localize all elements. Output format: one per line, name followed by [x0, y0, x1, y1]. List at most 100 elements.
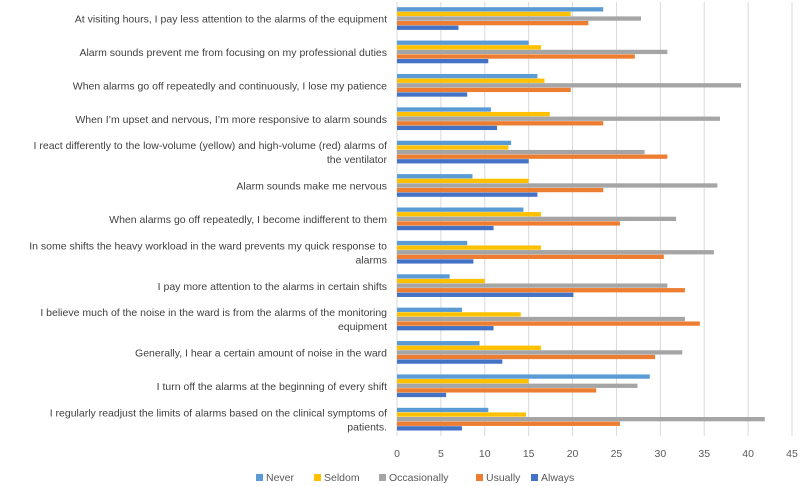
- bar-always: [397, 292, 574, 297]
- legend-swatch-seldom: [314, 474, 321, 481]
- bar-seldom: [397, 278, 485, 284]
- bar-never: [397, 140, 512, 146]
- bar-never: [397, 374, 650, 379]
- bar-seldom: [397, 78, 545, 83]
- bar-occasionally: [397, 16, 642, 21]
- x-tick-label: 0: [394, 448, 400, 460]
- bar-seldom: [397, 145, 509, 150]
- category-label: Alarm sounds make me nervous: [236, 181, 387, 193]
- x-tick-label: 25: [611, 448, 623, 460]
- bar-always: [397, 225, 494, 231]
- bar-occasionally: [397, 350, 683, 355]
- legend-swatch-usually: [476, 474, 483, 481]
- category-label: patients.: [347, 421, 387, 433]
- bar-occasionally: [397, 417, 765, 422]
- x-tick-label: 10: [479, 448, 491, 460]
- category-label: At visiting hours, I pay less attention …: [75, 14, 387, 26]
- bar-seldom: [397, 178, 529, 184]
- bar-usually: [397, 421, 620, 426]
- legend-label-never: Never: [266, 472, 295, 484]
- bar-never: [397, 341, 480, 346]
- bar-seldom: [397, 312, 521, 317]
- bar-always: [397, 426, 462, 431]
- bar-always: [397, 392, 447, 398]
- bar-never: [397, 174, 473, 179]
- bar-occasionally: [397, 283, 668, 288]
- bar-seldom: [397, 245, 541, 250]
- bar-usually: [397, 87, 571, 93]
- bar-never: [397, 107, 491, 112]
- bar-usually: [397, 187, 604, 193]
- legend-swatch-never: [256, 474, 263, 481]
- category-label: I regularly readjust the limits of alarm…: [50, 407, 387, 419]
- bar-occasionally: [397, 250, 714, 255]
- bar-always: [397, 58, 489, 64]
- bar-always: [397, 25, 459, 30]
- x-tick-label: 20: [567, 448, 579, 460]
- bar-usually: [397, 20, 589, 26]
- bar-always: [397, 259, 474, 264]
- category-label: Alarm sounds prevent me from focusing on…: [79, 47, 387, 59]
- bar-occasionally: [397, 183, 718, 188]
- category-label: equipment: [338, 321, 387, 333]
- legend-label-always: Always: [541, 472, 574, 484]
- bar-never: [397, 274, 450, 279]
- bar-never: [397, 73, 538, 79]
- category-label: alarms: [355, 254, 387, 266]
- bar-occasionally: [397, 383, 638, 388]
- bar-always: [397, 159, 529, 164]
- category-label: I react differently to the low-volume (y…: [34, 140, 388, 152]
- bar-never: [397, 207, 524, 212]
- bar-seldom: [397, 111, 550, 117]
- bar-always: [397, 192, 538, 197]
- legend-label-seldom: Seldom: [324, 472, 360, 484]
- legend-swatch-occasionally: [379, 474, 386, 481]
- bar-usually: [397, 254, 664, 259]
- bar-usually: [397, 121, 604, 126]
- category-labels: At visiting hours, I pay less attention …: [29, 14, 387, 434]
- bar-seldom: [397, 212, 541, 217]
- bar-never: [397, 407, 489, 413]
- bar-usually: [397, 54, 635, 59]
- x-tick-label: 5: [438, 448, 444, 460]
- bar-occasionally: [397, 216, 677, 221]
- category-label: I pay more attention to the alarms in ce…: [158, 281, 387, 293]
- category-label: I turn off the alarms at the beginning o…: [157, 381, 387, 393]
- legend-label-occasionally: Occasionally: [389, 472, 449, 484]
- bar-occasionally: [397, 83, 742, 88]
- bar-usually: [397, 388, 597, 393]
- bar-usually: [397, 154, 668, 159]
- category-label: In some shifts the heavy workload in the…: [29, 240, 387, 252]
- legend-swatch-always: [531, 474, 538, 481]
- bar-occasionally: [397, 116, 721, 121]
- bar-never: [397, 40, 529, 45]
- x-tick-label: 45: [786, 448, 798, 460]
- x-tick-label: 40: [742, 448, 754, 460]
- category-label: the ventilator: [327, 154, 388, 166]
- category-label: I believe much of the noise in the ward …: [40, 307, 387, 319]
- x-tick-label: 35: [698, 448, 710, 460]
- bar-always: [397, 125, 498, 131]
- x-axis-ticks: 0 5 10 15 20 25 30 35 40 45: [394, 448, 798, 460]
- bar-occasionally: [397, 149, 645, 155]
- bar-seldom: [397, 345, 541, 350]
- bars: [397, 7, 765, 431]
- legend-label-usually: Usually: [486, 472, 521, 484]
- bar-usually: [397, 321, 700, 326]
- bar-always: [397, 326, 494, 331]
- bar-seldom: [397, 379, 529, 384]
- bar-usually: [397, 288, 685, 293]
- bar-always: [397, 359, 503, 364]
- bar-usually: [397, 354, 656, 360]
- bar-seldom: [397, 412, 527, 417]
- bar-never: [397, 307, 462, 312]
- legend: Never Seldom Occasionally Usually Always: [256, 472, 574, 484]
- bar-usually: [397, 221, 620, 226]
- bar-never: [397, 7, 604, 12]
- x-tick-label: 30: [654, 448, 666, 460]
- bar-seldom: [397, 45, 541, 50]
- bar-always: [397, 92, 468, 97]
- category-label: When I’m upset and nervous, I’m more res…: [75, 114, 387, 126]
- category-label: When alarms go off repeatedly and contin…: [73, 80, 387, 92]
